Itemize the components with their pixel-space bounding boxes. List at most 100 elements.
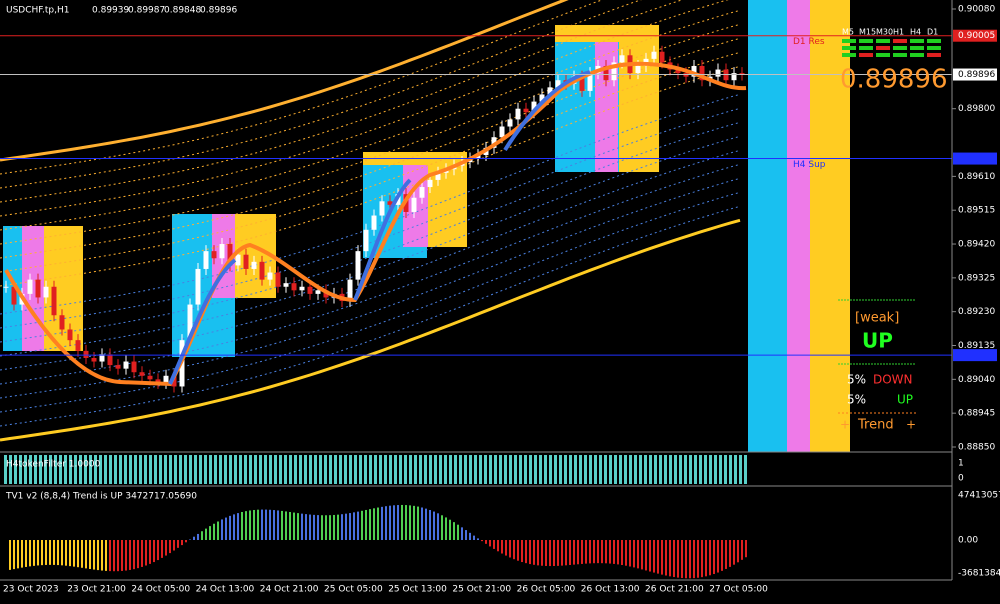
candle xyxy=(11,286,17,305)
filter-bar xyxy=(34,455,37,484)
candle xyxy=(411,197,417,212)
filter-bar xyxy=(84,455,87,484)
filter-bar xyxy=(599,455,602,484)
filter-bar xyxy=(19,455,22,484)
filter-bar xyxy=(604,455,607,484)
tf-signal xyxy=(927,46,941,50)
timeframe: M5 xyxy=(842,28,854,37)
filter-bar xyxy=(224,455,227,484)
filter-bar xyxy=(299,455,302,484)
envelope-band xyxy=(0,93,741,315)
candle xyxy=(611,62,617,81)
filter-bar xyxy=(324,455,327,484)
filter-bar xyxy=(304,455,307,484)
tf-signal xyxy=(859,53,873,57)
envelope-band xyxy=(0,0,642,189)
filter-bar xyxy=(14,455,17,484)
candle xyxy=(499,126,505,138)
filter-bar xyxy=(579,455,582,484)
strength-bar xyxy=(810,0,850,452)
time-label: 26 Oct 05:00 xyxy=(517,585,576,595)
filter-bar xyxy=(69,455,72,484)
price-tick-label: 0.88850 xyxy=(958,443,995,453)
candle xyxy=(379,201,385,216)
filter-bar xyxy=(499,455,502,484)
tf-signal xyxy=(842,53,856,57)
filter-bar xyxy=(279,455,282,484)
candle xyxy=(531,101,537,113)
filter-bar xyxy=(214,455,217,484)
filter-bar xyxy=(644,455,647,484)
filter-bar xyxy=(104,455,107,484)
indicator-axis: 1 xyxy=(958,459,964,469)
filter-bar xyxy=(484,455,487,484)
filter-bar xyxy=(434,455,437,484)
candle xyxy=(347,279,353,301)
envelope-band xyxy=(0,163,741,385)
candle xyxy=(187,304,193,341)
filter-bar xyxy=(289,455,292,484)
candle xyxy=(227,244,233,266)
filter-bar xyxy=(239,455,242,484)
price-tick-label: 0.89515 xyxy=(958,206,995,216)
candle xyxy=(355,251,361,280)
tf-signal xyxy=(910,39,924,43)
symbol: USDCHF.tp,H1 xyxy=(6,6,69,16)
filter-bar xyxy=(119,455,122,484)
filter-bar xyxy=(669,455,672,484)
tf-signal xyxy=(910,53,924,57)
filter-bar xyxy=(554,455,557,484)
filter-bar xyxy=(524,455,527,484)
filter-bar xyxy=(319,455,322,484)
candle xyxy=(115,365,121,369)
filter-bar xyxy=(594,455,597,484)
filter-bar xyxy=(614,455,617,484)
filter-bar xyxy=(534,455,537,484)
price-tick-label: 0.89135 xyxy=(958,341,995,351)
envelope-band xyxy=(0,9,741,231)
price-tick-label: 0.89325 xyxy=(958,273,995,283)
filter-bar xyxy=(724,455,727,484)
candle xyxy=(515,108,521,120)
candle xyxy=(587,73,593,91)
strength: [weak] xyxy=(855,311,899,326)
tf-signal xyxy=(876,46,890,50)
filter-bar xyxy=(129,455,132,484)
filter-bar xyxy=(559,455,562,484)
envelope-band xyxy=(0,51,741,273)
candle xyxy=(507,119,513,127)
timeframe: D1 xyxy=(927,28,938,37)
filter-bar xyxy=(64,455,67,484)
filter-bar xyxy=(639,455,642,484)
candle xyxy=(67,329,73,341)
indicator-label: H4tokenFilter 1.0000 xyxy=(6,460,101,470)
time-label: 24 Oct 21:00 xyxy=(260,585,319,595)
filter-bar xyxy=(134,455,137,484)
candle xyxy=(283,283,289,287)
filter-bar xyxy=(39,455,42,484)
envelope-band xyxy=(0,177,741,399)
filter-bar xyxy=(54,455,57,484)
filter-bar xyxy=(179,455,182,484)
filter-bar xyxy=(364,455,367,484)
filter-bar xyxy=(4,455,7,484)
filter-bar xyxy=(519,455,522,484)
price-tick-label: 0.89800 xyxy=(958,104,995,114)
filter-bar xyxy=(514,455,517,484)
filter-bar xyxy=(694,455,697,484)
time-label: 26 Oct 21:00 xyxy=(645,585,704,595)
ohlc: 0.89939 xyxy=(92,6,129,16)
candle xyxy=(91,357,97,362)
indicator-axis: 0 xyxy=(958,474,964,484)
filter-bar xyxy=(309,455,312,484)
filter-bar xyxy=(384,455,387,484)
candle xyxy=(291,283,297,291)
candle xyxy=(307,286,313,294)
filter-bar xyxy=(159,455,162,484)
filter-bar xyxy=(429,455,432,484)
filter-bar xyxy=(9,455,12,484)
filter-bar xyxy=(479,455,482,484)
zone xyxy=(22,226,44,351)
tf-signal xyxy=(893,53,907,57)
filter-bar xyxy=(369,455,372,484)
